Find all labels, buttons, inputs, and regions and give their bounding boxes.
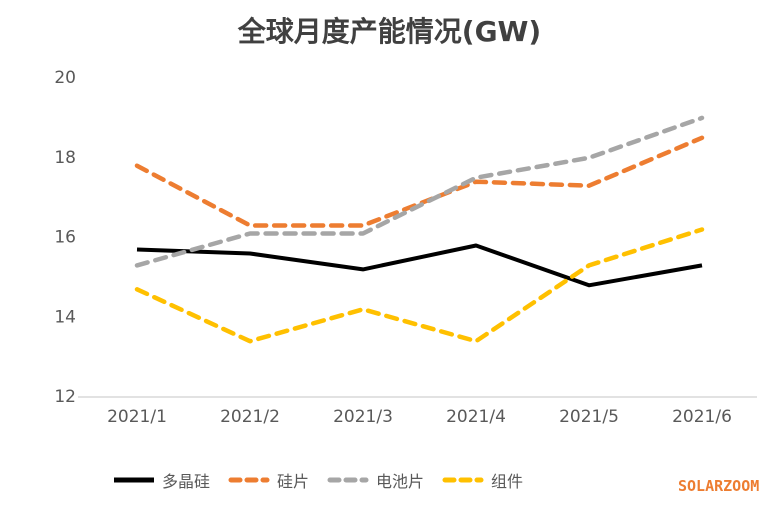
- series-line-电池片: [134, 115, 705, 268]
- x-axis-tick-label: 2021/4: [446, 407, 506, 427]
- y-axis-tick-label: 12: [54, 387, 76, 407]
- series-line-组件: [134, 227, 705, 344]
- series-line-硅片: [134, 135, 705, 228]
- legend-item-多晶硅: 多晶硅: [112, 468, 210, 492]
- x-axis-tick-label: 2021/2: [220, 407, 280, 427]
- y-axis-tick-label: 20: [54, 68, 76, 88]
- legend-label: 电池片: [376, 472, 425, 491]
- series-line-多晶硅: [136, 243, 703, 288]
- line-chart-plot-area: 12 14 16 18 20 2021/1 2021/2 2021/3 2021/4 2021/5…: [54, 68, 757, 427]
- x-axis-tick-label: 2021/5: [559, 407, 619, 427]
- legend-item-硅片: 硅片: [227, 468, 309, 492]
- chart-title: 全球月度产能情况(GW): [237, 15, 542, 48]
- y-axis-tick-label: 14: [54, 307, 76, 327]
- solarzoom-watermark: SOLARZOOM: [678, 477, 760, 495]
- x-axis-tick-label: 2021/1: [107, 407, 167, 427]
- legend-line-swatch: [228, 477, 270, 483]
- y-axis-tick-label: 18: [54, 148, 76, 168]
- legend-label: 组件: [491, 472, 524, 491]
- legend-line-swatch: [442, 477, 484, 483]
- y-axis-tick-label: 16: [54, 228, 76, 248]
- legend-label: 硅片: [277, 472, 310, 491]
- legend-item-组件: 组件: [441, 468, 523, 492]
- legend-label: 多晶硅: [162, 472, 211, 491]
- legend-line-swatch: [327, 477, 369, 483]
- legend-line-swatch: [114, 477, 154, 483]
- chart-legend: 多晶硅 硅片 电池片 组件: [112, 468, 523, 492]
- legend-item-电池片: 电池片: [326, 468, 424, 492]
- x-axis-tick-label: 2021/6: [672, 407, 732, 427]
- x-axis-tick-label: 2021/3: [333, 407, 393, 427]
